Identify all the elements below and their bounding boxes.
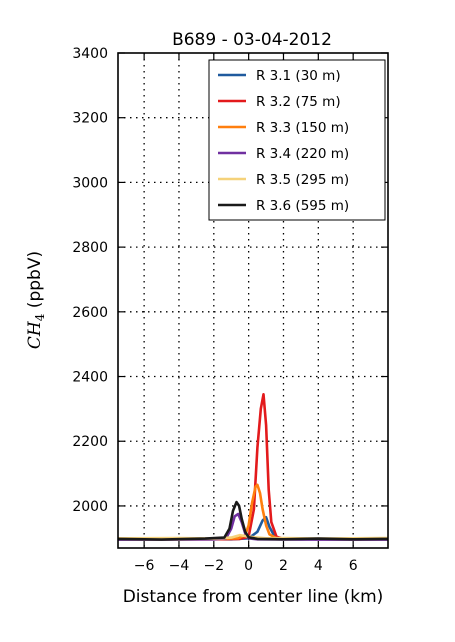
y-axis-label: CH4 (ppbV) — [25, 251, 47, 349]
y-axis-label-main: CH — [25, 320, 45, 349]
series-layer — [117, 392, 389, 541]
svg-text:CH4 (ppbV): CH4 (ppbV) — [25, 251, 47, 349]
series-line-5 — [117, 500, 389, 541]
legend-item: R 3.3 (150 m) — [256, 120, 349, 136]
x-tick-label: 2 — [279, 558, 288, 574]
plot-frame — [117, 52, 389, 549]
x-tick-label: 4 — [314, 558, 323, 574]
x-tick-label: 6 — [349, 558, 358, 574]
y-axis: 2000 2200 2400 2600 2800 3000 3200 3400 — [72, 46, 388, 515]
y-tick-label: 2800 — [72, 240, 108, 256]
y-tick-label: 2200 — [72, 434, 108, 450]
x-tick-label: 0 — [244, 558, 253, 574]
legend: R 3.1 (30 m) R 3.2 (75 m) R 3.3 (150 m) R 3… — [208, 59, 386, 221]
y-tick-label: 2600 — [72, 305, 108, 321]
legend-item: R 3.1 (30 m) — [256, 68, 341, 84]
legend-item: R 3.2 (75 m) — [256, 94, 341, 110]
legend-item: R 3.4 (220 m) — [256, 146, 349, 162]
x-tick-label: −2 — [203, 558, 224, 574]
y-axis-label-unit: (ppbV) — [25, 251, 45, 314]
y-tick-label: 3000 — [72, 175, 108, 191]
y-axis-label-sub: 4 — [33, 313, 47, 321]
series-line-1 — [118, 392, 388, 541]
y-tick-label: 2400 — [72, 370, 108, 386]
y-tick-label: 2000 — [72, 499, 108, 515]
x-tick-label: −6 — [134, 558, 155, 574]
x-tick-label: −4 — [169, 558, 190, 574]
x-axis: −6 −4 −2 0 2 4 6 — [134, 53, 358, 574]
legend-item: R 3.5 (295 m) — [256, 172, 349, 188]
legend-box — [208, 59, 386, 221]
grid — [118, 53, 388, 548]
y-tick-label: 3200 — [72, 111, 108, 127]
legend-item: R 3.6 (595 m) — [256, 198, 349, 214]
chart-title: B689 - 03-04-2012 — [172, 30, 332, 50]
y-tick-label: 3400 — [72, 46, 108, 62]
x-axis-label: Distance from center line (km) — [123, 587, 384, 607]
